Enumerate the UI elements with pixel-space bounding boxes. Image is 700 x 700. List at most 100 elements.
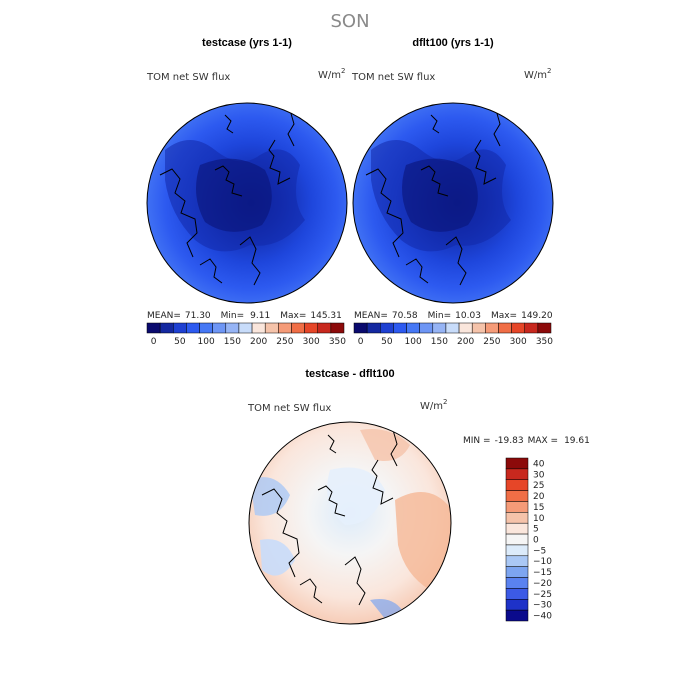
colorbar-swatch (393, 322, 407, 334)
colorbar-swatch (199, 322, 213, 334)
colorbar-swatch (212, 322, 227, 334)
colorbar-swatch (173, 322, 187, 334)
colorbar-swatch (505, 479, 529, 491)
colorbar-swatch (537, 322, 552, 334)
colorbar-swatch (225, 322, 240, 334)
colorbar-tick-label: 50 (174, 337, 186, 347)
map-border-dflt100 (352, 102, 554, 304)
colorbar-tick-label: 350 (536, 337, 553, 347)
colorbar-swatch (317, 322, 332, 334)
colorbar-tick-label: 150 (431, 337, 448, 347)
colorbar-swatch (278, 322, 292, 334)
colorbar-swatch (146, 322, 161, 334)
colorbar-swatch (505, 555, 529, 567)
colorbar-swatch (458, 322, 473, 334)
colorbar-swatch (380, 322, 394, 334)
colorbar-tick-label: 250 (483, 337, 500, 347)
colorbar-swatch (505, 588, 529, 600)
panel-title-dflt100: dflt100 (yrs 1-1) (412, 37, 494, 49)
colorbar-swatch (505, 522, 529, 535)
colorbar-swatch (524, 322, 539, 334)
colorbar-tick-label: 10 (533, 514, 545, 524)
map-border-testcase (146, 102, 348, 304)
colorbar-tick-label: −15 (533, 568, 552, 578)
colorbar-tick-label: 250 (276, 337, 293, 347)
colorbar-tick-label: −10 (533, 557, 552, 567)
panel-title-testcase: testcase (yrs 1-1) (202, 37, 292, 49)
colorbar-swatch (505, 512, 529, 524)
colorbar-swatch (353, 322, 368, 334)
stats-difference: MIN = -19.83 MAX = 19.61 (463, 436, 590, 446)
colorbar-swatch (330, 322, 345, 334)
colorbar-swatch (505, 457, 529, 470)
colorbar-testcase: 0 50 100 150 200 250 300 350 (146, 322, 346, 347)
colorbar-swatch (471, 322, 486, 334)
colorbar-swatch (485, 322, 499, 334)
colorbar-swatch (159, 322, 174, 334)
coastlines-difference (261, 429, 398, 606)
colorbar-tick-label: 100 (198, 337, 215, 347)
colorbar-swatch (511, 322, 525, 334)
colorbar-tick-label: −30 (533, 601, 552, 611)
colorbar-swatch (238, 322, 253, 334)
colorbar-tick-label: 200 (457, 337, 474, 347)
colorbar-swatch (366, 322, 381, 334)
colorbar-tick-label: −5 (533, 546, 546, 556)
figure-title: SON (330, 11, 369, 32)
units-label-testcase: W/m2 (318, 67, 345, 81)
colorbar-tick-label: 15 (533, 503, 544, 513)
coastlines-testcase (159, 109, 295, 286)
stats-dflt100: MEAN= 70.58 Min= 10.03 Max= 149.20 (354, 311, 553, 321)
colorbar-tick-label: 25 (533, 481, 544, 491)
colorbar-tick-label: 200 (250, 337, 267, 347)
panel-dflt100: dflt100 (yrs 1-1) TOM net SW flux W/m2 M… (351, 37, 554, 347)
panel-difference: testcase - dflt100 TOM net SW flux W/m2 … (247, 368, 590, 625)
colorbar-tick-label: 50 (381, 337, 393, 347)
coastlines-dflt100 (365, 109, 501, 286)
colorbar-swatch (251, 322, 266, 334)
colorbar-tick-label: −40 (533, 612, 552, 622)
colorbar-swatch (445, 322, 460, 334)
colorbar-tick-label: 30 (533, 470, 545, 480)
colorbar-tick-label: 100 (405, 337, 422, 347)
units-label-dflt100: W/m2 (524, 67, 551, 81)
colorbar-swatch (419, 322, 434, 334)
colorbar-swatch (304, 322, 318, 334)
colorbar-tick-label: 5 (533, 525, 539, 535)
map-border-difference (248, 421, 452, 625)
panel-title-difference: testcase - dflt100 (305, 368, 394, 380)
colorbar-swatch (505, 544, 529, 557)
colorbar-tick-label: 0 (358, 337, 364, 347)
colorbar-swatch (498, 322, 512, 334)
negative-anomaly-southwest (260, 539, 295, 576)
colorbar-tick-label: 150 (224, 337, 241, 347)
near-zero-pole (327, 467, 385, 525)
colorbar-dflt100: 0 50 100 150 200 250 300 350 (353, 322, 553, 347)
variable-label-difference: TOM net SW flux (247, 403, 331, 414)
positive-anomaly-north (360, 429, 410, 461)
colorbar-tick-label: 40 (533, 459, 545, 469)
positive-anomaly-east (395, 492, 451, 590)
polar-map-difference (248, 421, 452, 625)
colorbar-swatch (505, 609, 529, 622)
panel-testcase: testcase (yrs 1-1) TOM net SW flux W/m2 … (146, 37, 348, 347)
contour-band-core (402, 158, 478, 232)
colorbar-swatch (505, 468, 529, 480)
stats-testcase: MEAN= 71.30 Min= 9.11 Max= 145.31 (147, 311, 342, 321)
colorbar-swatch (505, 501, 529, 513)
polar-map-testcase (146, 102, 348, 304)
colorbar-tick-label: 20 (533, 492, 545, 502)
variable-label-dflt100: TOM net SW flux (351, 72, 435, 83)
colorbar-swatch (186, 322, 200, 334)
colorbar-tick-label: 0 (533, 536, 539, 546)
colorbar-swatch (505, 490, 529, 502)
colorbar-swatch (432, 322, 447, 334)
colorbar-tick-label: 350 (329, 337, 346, 347)
colorbar-swatch (264, 322, 279, 334)
colorbar-swatch (505, 533, 529, 546)
colorbar-swatch (505, 577, 529, 589)
colorbar-tick-label: 0 (151, 337, 157, 347)
variable-label-testcase: TOM net SW flux (146, 72, 230, 83)
